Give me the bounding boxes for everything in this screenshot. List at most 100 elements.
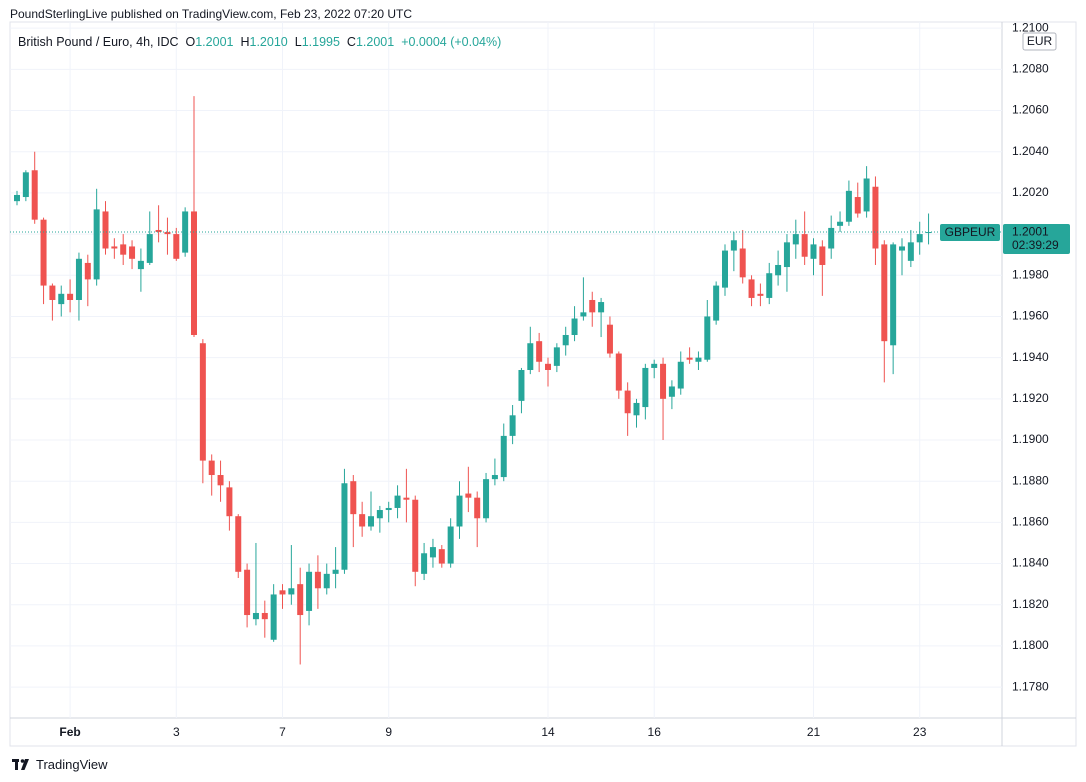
- ohlc-key: H: [240, 35, 250, 49]
- candle-body: [456, 495, 463, 527]
- candle-body: [49, 285, 56, 300]
- candle-body: [394, 495, 401, 508]
- candle-body: [695, 357, 702, 362]
- price-tag-label: 1.2001: [1012, 225, 1049, 239]
- x-tick-label: 14: [541, 725, 555, 739]
- candle-body: [598, 302, 605, 313]
- y-tick-label: 1.1900: [1012, 432, 1049, 446]
- symbol: British Pound / Euro, 4h, IDC: [18, 35, 179, 49]
- ohlc-value: 1.2001: [195, 35, 234, 49]
- footer: TradingView: [12, 757, 108, 772]
- candle-body: [129, 246, 136, 259]
- y-tick-label: 1.2020: [1012, 185, 1049, 199]
- candle-body: [350, 481, 357, 515]
- candle-body: [553, 347, 560, 366]
- candle-body: [792, 234, 799, 245]
- candle-body: [297, 584, 304, 616]
- candle-body: [730, 240, 737, 251]
- candle-body: [270, 594, 277, 640]
- candle-body: [819, 246, 826, 265]
- candle-body: [810, 244, 817, 259]
- candle-body: [881, 244, 888, 342]
- attribution: PoundSterlingLive published on TradingVi…: [10, 7, 413, 21]
- candle-body: [624, 390, 631, 414]
- candle-body: [279, 590, 286, 595]
- candle-body: [651, 363, 658, 368]
- candle-body: [465, 493, 472, 498]
- y-tick-label: 1.1820: [1012, 597, 1049, 611]
- candle-body: [306, 571, 313, 611]
- candle-body: [536, 341, 543, 362]
- candle-body: [474, 497, 481, 519]
- candle-body: [545, 363, 551, 370]
- countdown: 02:39:29: [1012, 238, 1059, 252]
- x-tick-label: Feb: [59, 725, 80, 739]
- ohlc-value: 1.2001: [355, 35, 395, 49]
- candle-body: [412, 499, 419, 572]
- candle-body: [226, 487, 233, 517]
- candle-body: [837, 221, 844, 226]
- y-tick-label: 1.2060: [1012, 103, 1049, 117]
- candle-body: [102, 211, 109, 249]
- candle-body: [447, 526, 454, 564]
- x-tick-label: 16: [648, 725, 662, 739]
- ohlc-value: 1.1995: [301, 35, 340, 49]
- candle-body: [527, 343, 534, 370]
- candle-body: [828, 227, 835, 249]
- price-tag: [1003, 224, 1070, 255]
- candle-body: [589, 299, 596, 313]
- candle-body: [509, 415, 516, 436]
- candle-body: [191, 211, 197, 335]
- candle-body: [341, 483, 348, 570]
- candle-body: [359, 514, 366, 527]
- candle-body: [93, 209, 100, 280]
- candle-body: [686, 357, 693, 360]
- candle-body: [14, 194, 20, 202]
- y-tick-label: 1.1840: [1012, 556, 1049, 570]
- candle-body: [801, 234, 808, 257]
- ticker-tag: [940, 224, 1000, 242]
- candle-body: [429, 547, 436, 558]
- y-tick-label: 1.2040: [1012, 144, 1049, 158]
- candle-body: [748, 279, 755, 298]
- candle-body: [217, 475, 224, 486]
- candle-body: [907, 242, 914, 261]
- candle-body: [155, 229, 162, 233]
- candle-body: [235, 516, 242, 572]
- y-tick-label: 1.1940: [1012, 350, 1049, 364]
- candle-body: [332, 569, 339, 574]
- candle-body: [571, 318, 578, 335]
- y-tick-label: 1.1860: [1012, 515, 1049, 529]
- candle-body: [713, 285, 720, 321]
- candle-body: [757, 293, 764, 296]
- ohlc-key: O: [185, 35, 196, 49]
- x-tick-label: 21: [807, 725, 821, 739]
- candle-body: [704, 316, 711, 360]
- candle-body: [368, 516, 374, 527]
- candle-body: [500, 435, 507, 478]
- y-tick-label: 1.2100: [1012, 20, 1049, 34]
- candle-body: [518, 370, 525, 401]
- ohlc-value: 1.2010: [249, 35, 288, 49]
- candle-body: [421, 553, 428, 574]
- candle-body: [40, 219, 47, 286]
- candle-body: [615, 353, 622, 391]
- candle-body: [633, 402, 640, 416]
- candle-body: [58, 293, 65, 305]
- candle-body: [562, 334, 569, 346]
- candle-body: [261, 612, 268, 620]
- candle-body: [845, 190, 852, 222]
- candle-body: [208, 460, 215, 476]
- change: +0.0004 (+0.04%): [401, 35, 502, 49]
- candle-body: [252, 612, 259, 620]
- candle-body: [111, 246, 118, 249]
- candle-body: [872, 186, 879, 249]
- y-tick-label: 1.2080: [1012, 62, 1049, 76]
- candle-body: [863, 178, 870, 212]
- candle-body: [67, 293, 74, 300]
- currency-label: EUR: [1027, 34, 1053, 48]
- candle-body: [385, 507, 392, 511]
- y-tick-label: 1.1920: [1012, 391, 1049, 405]
- ohlc-key: C: [346, 35, 356, 49]
